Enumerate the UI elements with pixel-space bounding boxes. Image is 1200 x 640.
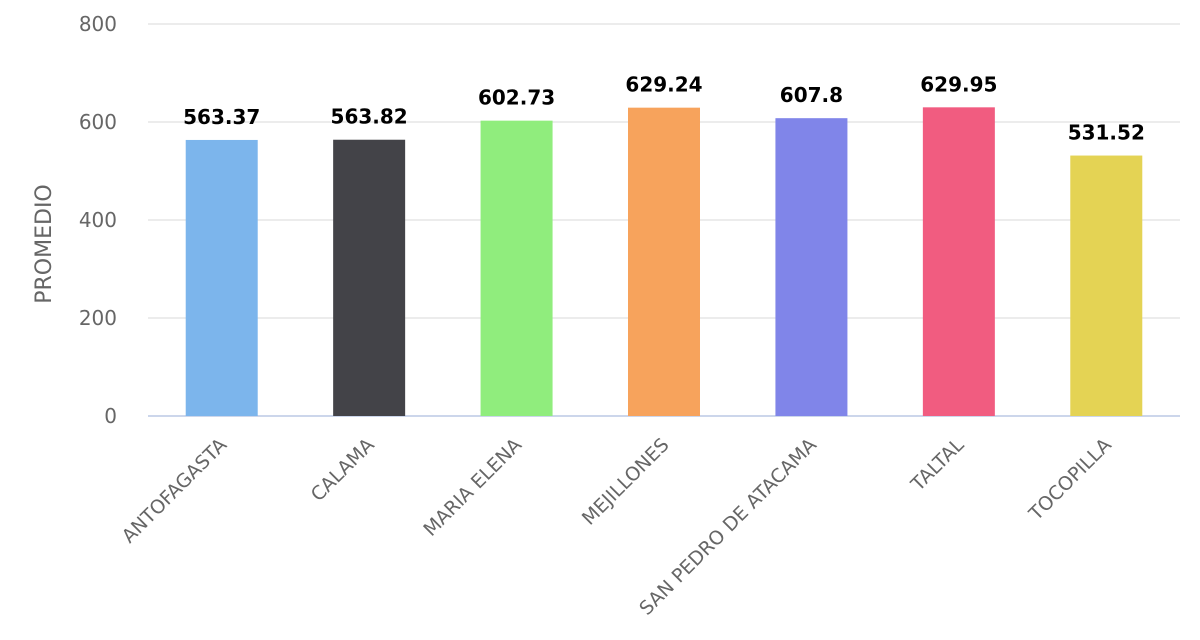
data-label: 607.8 — [780, 83, 843, 107]
data-label: 629.24 — [625, 73, 702, 97]
y-tick-label: 200 — [79, 306, 117, 330]
y-tick-label: 0 — [104, 404, 117, 428]
category-labels: ANTOFAGASTA CALAMA MARIA ELENA MEJILLONESSA… — [118, 434, 1116, 620]
category-label: TOCOPILLA — [1024, 434, 1116, 526]
data-label: 531.52 — [1068, 121, 1145, 145]
category-label: ANTOFAGASTA — [118, 434, 232, 548]
category-label: MEJILLONES — [578, 434, 674, 530]
bar-mejillones — [628, 107, 700, 417]
bar-san-pedro-de-atacama — [775, 118, 848, 416]
bar-tocopilla — [1070, 155, 1143, 416]
bars — [185, 107, 1143, 417]
data-label: 602.73 — [478, 86, 555, 110]
category-label: TALTAL — [906, 434, 968, 496]
bar-calama — [333, 139, 406, 416]
y-tick-label: 600 — [79, 110, 117, 134]
bar-taltal — [922, 107, 995, 417]
bar-antofagasta — [185, 139, 258, 416]
y-tick-label: 400 — [79, 208, 117, 232]
y-tick-labels: 0 200 400 600 800 — [79, 12, 117, 428]
data-labels: 563.37 563.82 602.73 629.24 607.8 629.95 531.5… — [183, 72, 1145, 144]
y-axis-title: PROMEDIO — [32, 184, 57, 304]
bar-maria-elena — [480, 120, 553, 417]
data-label: 629.95 — [920, 72, 997, 96]
category-label: SAN PEDRO DE ATACAMA — [635, 434, 821, 620]
category-label: CALAMA — [307, 434, 379, 506]
y-tick-label: 800 — [79, 12, 117, 36]
data-label: 563.82 — [331, 105, 408, 129]
category-label: MARIA ELENA — [419, 434, 526, 541]
data-label: 563.37 — [183, 105, 260, 129]
